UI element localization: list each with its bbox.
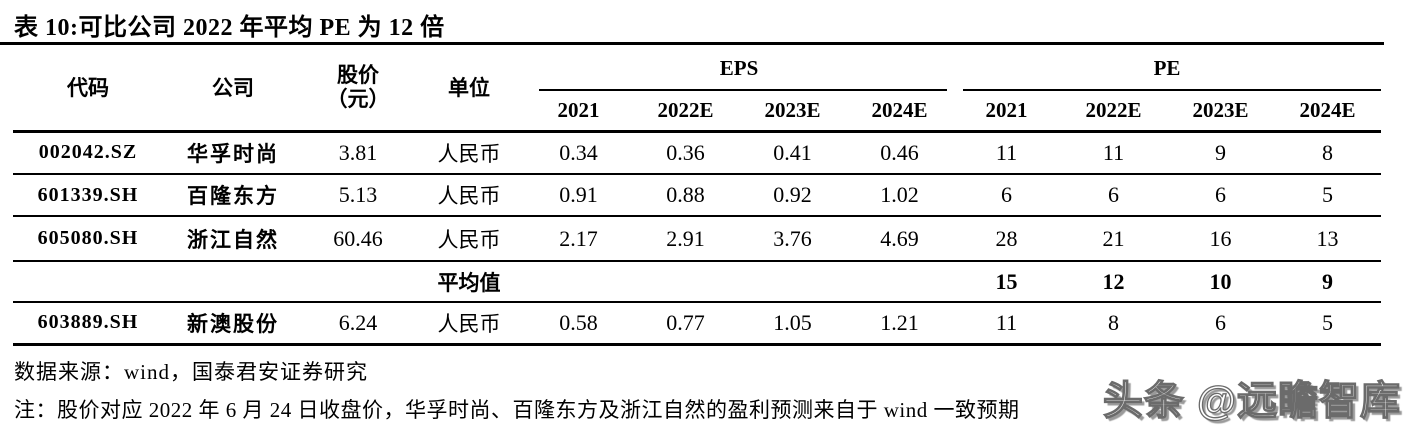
pe-cell: 21 (1102, 225, 1125, 251)
empty-cell (632, 261, 739, 302)
code-cell: 601339.SH (37, 183, 139, 206)
header-year-row: 2021 2022E 2023E 2024E 2021 2022E 2023E … (13, 91, 1382, 131)
pe-avg-cell: 9 (1322, 268, 1334, 294)
eps-cell: 0.92 (773, 182, 812, 207)
table-title: 表 10:可比公司 2022 年平均 PE 为 12 倍 (14, 15, 445, 41)
pe-cell: 8 (1108, 309, 1120, 335)
empty-cell (525, 261, 632, 302)
table-row: 002042.SZ 华孚时尚 3.81 人民币 0.34 0.36 0.41 0… (13, 131, 1382, 174)
pe-cell: 6 (1108, 182, 1120, 207)
code-cell: 002042.SZ (38, 141, 138, 164)
average-label: 平均值 (437, 270, 501, 295)
eps-group-header: EPS (525, 45, 953, 91)
pe-avg-cell: 10 (1209, 268, 1232, 294)
col-header-code: 代码 (67, 76, 109, 101)
pe-cell: 9 (1215, 139, 1227, 165)
unit-cell: 人民币 (437, 311, 501, 336)
price-cell: 5.13 (338, 182, 378, 207)
unit-cell: 人民币 (437, 184, 501, 208)
pe-cell: 11 (995, 139, 1018, 165)
pe-cell: 5 (1322, 182, 1334, 207)
table-title-block: 表 10:可比公司 2022 年平均 PE 为 12 倍 (0, 0, 1384, 45)
pe-year-header: 2021 (985, 97, 1028, 122)
eps-cell: 1.05 (773, 309, 812, 335)
pe-cell: 28 (995, 225, 1018, 251)
pe-cell: 11 (1102, 139, 1125, 165)
pe-group-underline (963, 89, 1382, 91)
price-cell: 3.81 (338, 139, 378, 165)
eps-cell: 0.91 (559, 182, 598, 207)
empty-cell (739, 261, 846, 302)
pe-year-header: 2024E (1299, 97, 1356, 122)
eps-cell: 4.69 (880, 225, 919, 251)
empty-cell (303, 261, 413, 302)
unit-cell: 人民币 (437, 227, 501, 252)
eps-group-underline (539, 89, 948, 91)
pe-cell: 6 (1215, 309, 1227, 335)
empty-cell (846, 261, 953, 302)
pe-avg-cell: 15 (995, 268, 1018, 294)
col-header-price: 股价 （元） (303, 45, 413, 131)
company-cell: 浙江自然 (187, 227, 279, 252)
pe-cell: 6 (1215, 182, 1227, 207)
table-row: 605080.SH 浙江自然 60.46 人民币 2.17 2.91 3.76 … (13, 216, 1382, 261)
company-cell: 新澳股份 (187, 311, 279, 336)
eps-year-header: 2022E (657, 97, 714, 122)
table-row: 601339.SH 百隆东方 5.13 人民币 0.91 0.88 0.92 1… (13, 174, 1382, 216)
pe-cell: 5 (1322, 309, 1334, 335)
data-source-note: 数据来源：wind，国泰君安证券研究 (14, 360, 368, 384)
eps-group-label: EPS (719, 55, 759, 80)
eps-cell: 0.46 (880, 139, 919, 165)
code-cell: 605080.SH (37, 227, 139, 249)
pe-group-header: PE (953, 45, 1382, 91)
pe-year-header: 2022E (1085, 97, 1142, 122)
pe-cell: 8 (1322, 139, 1334, 165)
header-group-row: 代码 公司 股价 （元） 单位 EPS PE (13, 45, 1382, 111)
col-header-company: 公司 (212, 76, 254, 101)
footnote: 注：股价对应 2022 年 6 月 24 日收盘价，华孚时尚、百隆东方及浙江自然… (14, 398, 1020, 422)
eps-cell: 1.21 (880, 309, 919, 335)
eps-year-header: 2024E (871, 97, 928, 122)
eps-year-header: 2023E (764, 97, 821, 122)
eps-cell: 0.41 (773, 139, 812, 165)
price-header-line2: （元） (326, 87, 390, 112)
eps-cell: 3.76 (773, 225, 812, 251)
eps-cell: 2.91 (666, 225, 705, 251)
col-header-unit: 单位 (448, 76, 490, 101)
eps-cell: 0.58 (559, 309, 598, 335)
table-row: 603889.SH 新澳股份 6.24 人民币 0.58 0.77 1.05 1… (13, 302, 1382, 344)
comparable-companies-table: 代码 公司 股价 （元） 单位 EPS PE 2021 2022E (13, 45, 1382, 346)
price-cell: 60.46 (333, 225, 383, 251)
eps-cell: 0.34 (559, 139, 598, 165)
unit-cell: 人民币 (437, 141, 501, 166)
eps-cell: 0.88 (666, 182, 705, 207)
pe-cell: 16 (1209, 225, 1232, 251)
eps-cell: 0.36 (666, 139, 705, 165)
pe-year-header: 2023E (1192, 97, 1249, 122)
empty-cell (13, 261, 163, 302)
company-cell: 华孚时尚 (187, 141, 279, 166)
eps-cell: 1.02 (880, 182, 919, 207)
eps-cell: 2.17 (559, 225, 598, 251)
company-cell: 百隆东方 (187, 184, 279, 208)
eps-cell: 0.77 (666, 309, 705, 335)
pe-group-label: PE (1153, 55, 1181, 80)
code-cell: 603889.SH (37, 311, 139, 334)
price-cell: 6.24 (338, 309, 378, 335)
pe-cell: 13 (1316, 225, 1339, 251)
pe-avg-cell: 12 (1102, 268, 1125, 294)
average-row: 平均值 15 12 10 9 (13, 261, 1382, 302)
price-header-line1: 股价 (337, 63, 379, 88)
eps-year-header: 2021 (557, 97, 600, 122)
pe-cell: 6 (1001, 182, 1013, 207)
pe-cell: 11 (995, 309, 1018, 335)
toutiao-watermark: 头条 @远瞻智库 (1102, 378, 1401, 423)
empty-cell (163, 261, 303, 302)
